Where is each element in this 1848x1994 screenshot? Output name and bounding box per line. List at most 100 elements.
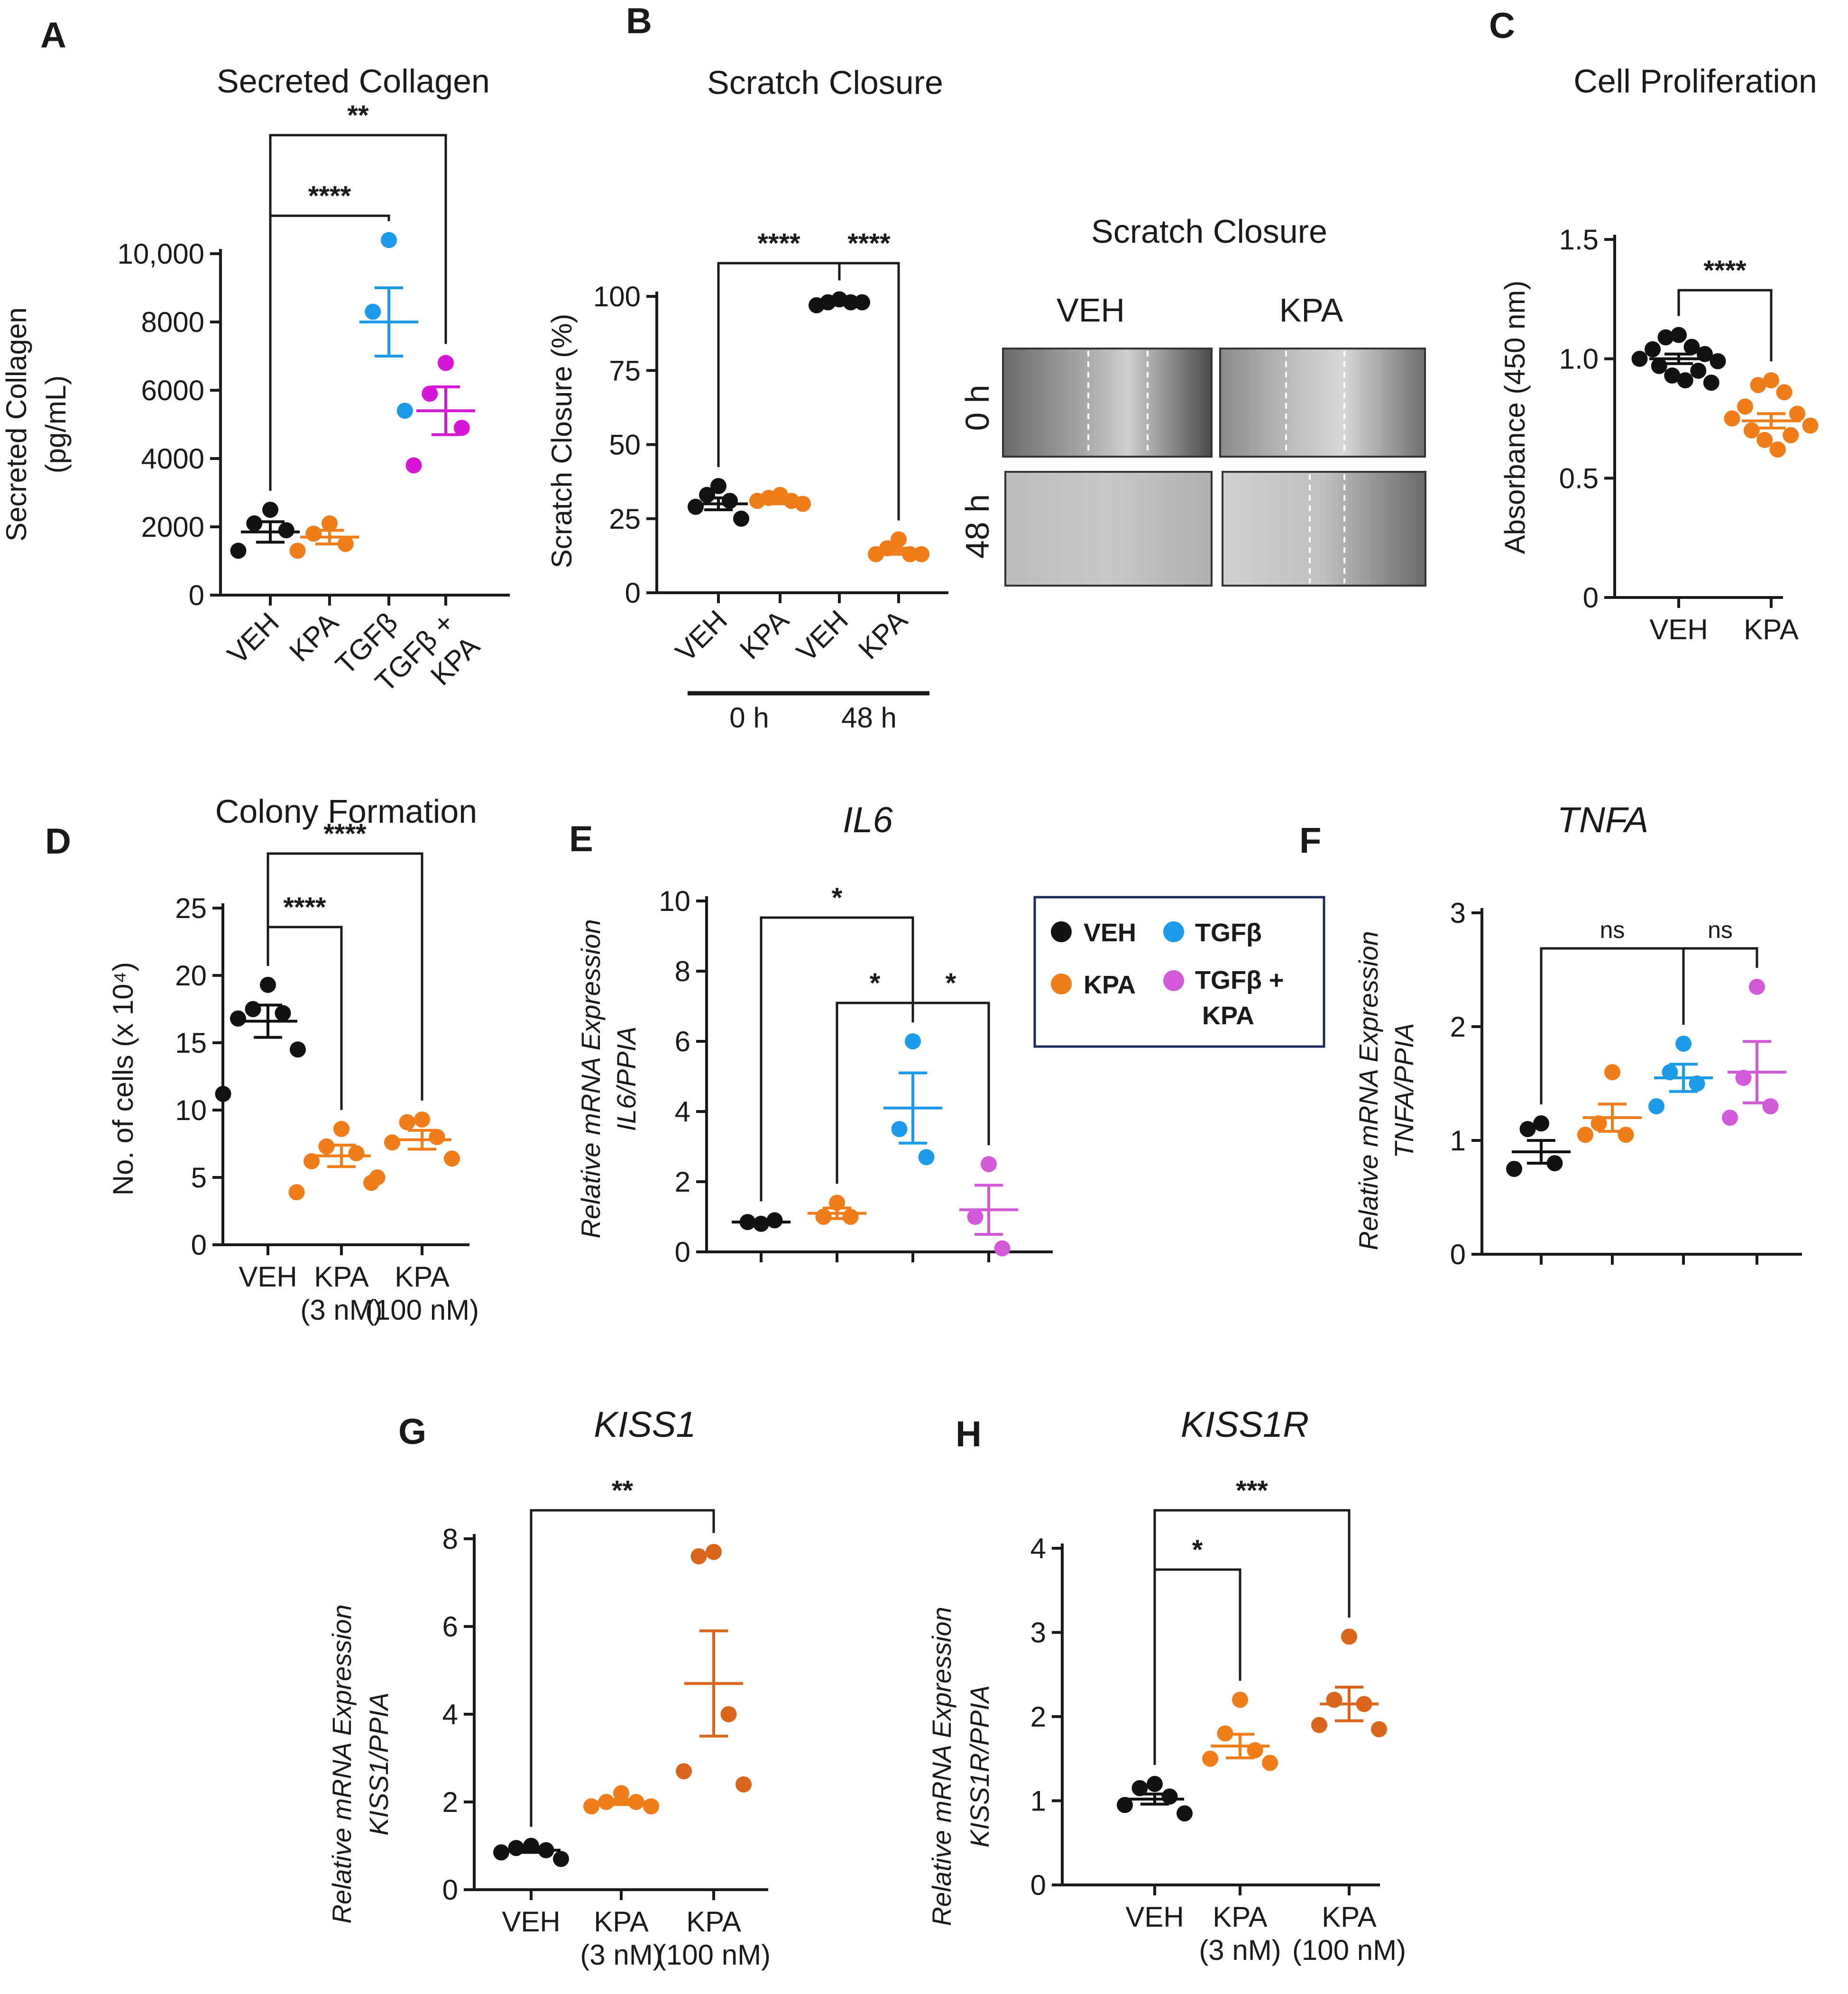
x-tick-label: KPA: [594, 1906, 649, 1938]
data-point: [444, 1150, 460, 1167]
bracket-line: [838, 262, 900, 521]
x-tick-label: KPA: [686, 1906, 741, 1938]
panel-title: Colony Formation: [215, 793, 477, 830]
data-point: [1690, 362, 1707, 379]
data-point: [749, 493, 765, 509]
data-point: [508, 1840, 524, 1856]
bracket-line: [1153, 1509, 1351, 1765]
x-tick-label: KPA: [1213, 1901, 1268, 1933]
data-point: [1662, 1064, 1678, 1080]
legend-label-tgfb-kpa: TGFβ +: [1195, 966, 1284, 994]
micrograph-row-0h: 0 h: [959, 385, 996, 431]
data-point: [1789, 405, 1805, 422]
data-point: [1776, 384, 1793, 401]
significance-label: *: [832, 882, 843, 913]
data-point: [333, 1121, 349, 1137]
data-point: [690, 1548, 707, 1564]
legend-label-veh: VEH: [1084, 919, 1136, 947]
data-point: [337, 536, 354, 552]
data-point: [1743, 422, 1760, 439]
data-point: [230, 1010, 246, 1027]
panel-letter: G: [398, 1412, 426, 1452]
panel-title: Cell Proliferation: [1573, 63, 1817, 100]
y-tick-label: 0: [675, 1236, 690, 1268]
y-axis-label-2: KISS1R/PPIA: [965, 1685, 994, 1847]
data-point: [305, 525, 322, 542]
bracket-line: [269, 214, 390, 491]
micrograph-col-veh: VEH: [1057, 292, 1125, 329]
series-1: [288, 1121, 379, 1201]
panel-letter: H: [956, 1414, 982, 1454]
bracket-line: [1540, 947, 1685, 1104]
data-point: [453, 420, 470, 436]
y-tick-label: 4: [1030, 1533, 1046, 1564]
data-point: [1722, 1110, 1738, 1126]
series-3: [959, 1156, 1018, 1257]
panel-title: IL6: [843, 800, 893, 840]
y-axis-label-2: (pg/mL): [40, 376, 72, 474]
x-tick-label: VEH: [1649, 614, 1708, 645]
data-point: [1533, 1115, 1549, 1131]
data-point: [722, 493, 738, 509]
series-0: [1631, 327, 1726, 391]
series-1: [289, 515, 359, 559]
data-point: [643, 1798, 659, 1815]
data-point: [275, 1005, 291, 1021]
data-point: [290, 1041, 306, 1058]
y-tick-label: 6000: [141, 375, 204, 406]
data-point: [245, 1001, 261, 1017]
data-point: [1737, 398, 1753, 415]
data-point: [1657, 329, 1674, 346]
y-tick-label: 0: [442, 1874, 458, 1906]
data-point: [1232, 1691, 1248, 1708]
micrograph-veh-0h: [1002, 348, 1213, 458]
significance-bracket: *: [760, 882, 914, 1202]
x-tick-label-2: (100 nM): [657, 1939, 771, 1971]
data-point: [1750, 377, 1766, 394]
significance-bracket: ****: [267, 892, 343, 1110]
data-point: [384, 1134, 400, 1151]
data-point: [369, 1169, 386, 1185]
panel-c: C Cell Proliferation Absorbance (450 nm) 0 0…: [1489, 6, 1819, 645]
data-point: [706, 1544, 722, 1560]
significance-label: **: [612, 1475, 634, 1506]
data-point: [1749, 979, 1765, 995]
y-tick-label: 10,000: [117, 238, 204, 270]
significance-label: ****: [308, 181, 351, 211]
y-axis-label-2: IL6/PPIA: [611, 1026, 641, 1131]
series-2: [1311, 1628, 1387, 1737]
bracket-line: [911, 1002, 990, 1145]
data-point: [1756, 432, 1773, 448]
data-point: [733, 510, 749, 527]
significance-bracket: ****: [717, 228, 841, 467]
x-tick-label: KPA: [314, 1261, 369, 1293]
x-tick-label: KPA: [1744, 614, 1799, 645]
data-point: [1769, 441, 1786, 458]
data-point: [322, 515, 338, 532]
y-tick-label: 6: [442, 1611, 458, 1643]
y-axis-label-2: TNFA/PPIA: [1389, 1023, 1419, 1158]
x-tick-label: VEH: [670, 604, 734, 668]
x-tick-label-2: (3 nM): [580, 1939, 662, 1971]
data-point: [829, 1195, 845, 1211]
data-point: [1147, 1776, 1163, 1792]
x-tick-label: VEH: [1125, 1901, 1184, 1933]
x-tick-label: VEH: [221, 606, 285, 671]
y-axis-label: Relative mRNA Expression: [327, 1604, 357, 1923]
data-point: [994, 1240, 1011, 1257]
data-point: [1710, 353, 1726, 369]
data-point: [1689, 1075, 1705, 1092]
data-point: [676, 1763, 692, 1780]
data-point: [1631, 350, 1648, 367]
y-tick-label: 8: [442, 1523, 458, 1555]
significance-label: ***: [1236, 1475, 1268, 1506]
data-point: [246, 515, 263, 532]
data-point: [262, 502, 278, 518]
data-point: [613, 1785, 629, 1801]
y-tick-label: 1: [1450, 1125, 1466, 1157]
series-2: [1648, 1036, 1713, 1114]
panel-letter: E: [569, 819, 593, 859]
significance-label: ****: [847, 228, 891, 259]
data-point: [365, 303, 381, 320]
y-axis-label: Relative mRNA Expression: [1353, 931, 1383, 1250]
